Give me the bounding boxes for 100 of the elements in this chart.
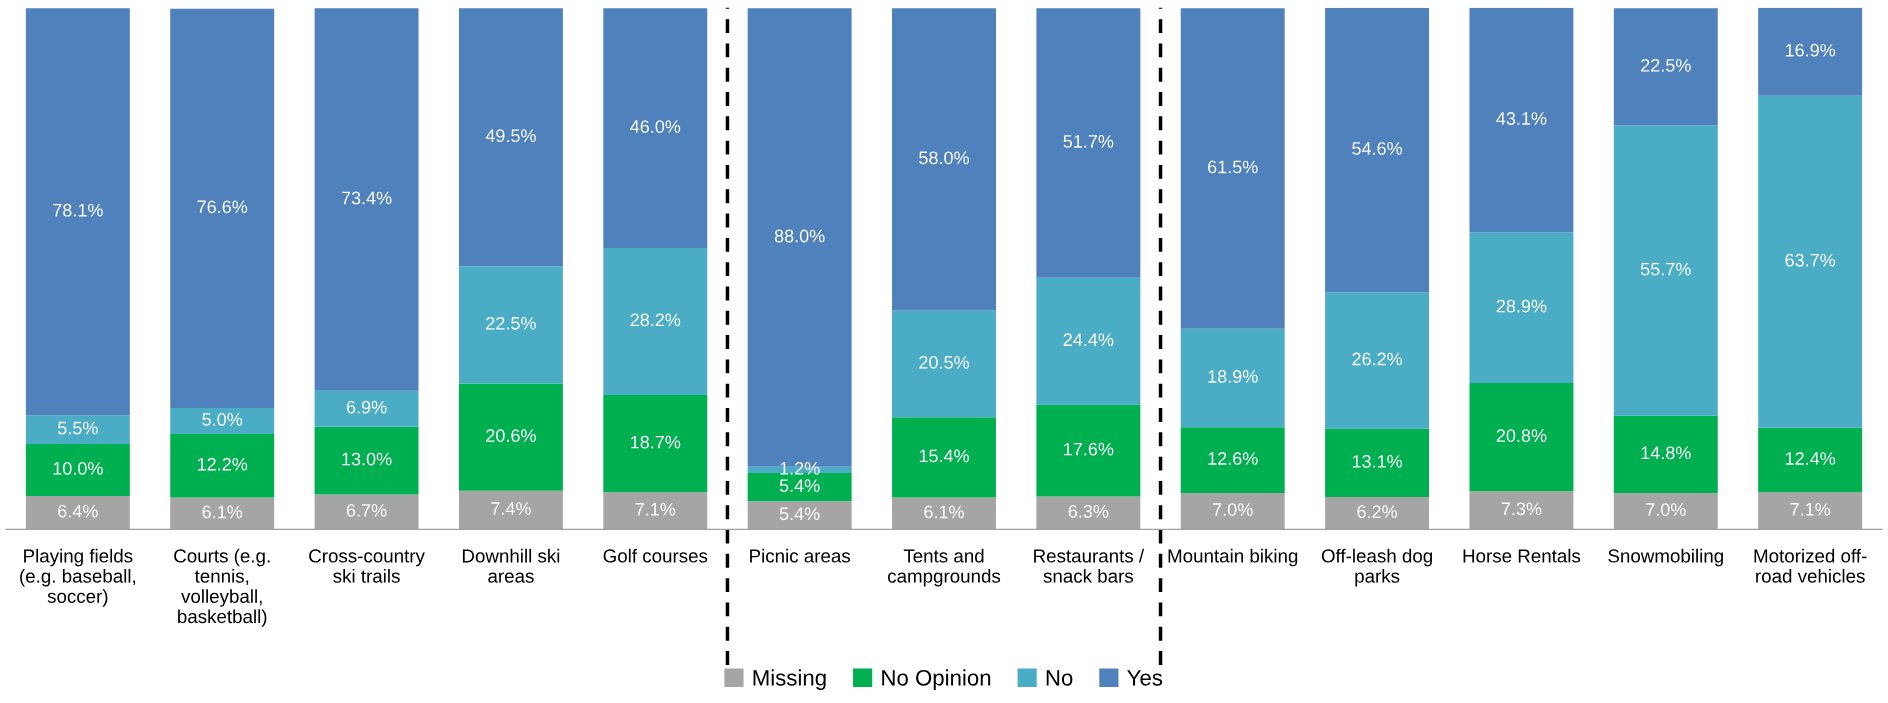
bar	[1180, 427, 1285, 493]
bar	[170, 434, 275, 498]
data-label: 6.4%	[58, 504, 98, 518]
bar	[1325, 7, 1430, 293]
bar	[892, 417, 996, 498]
x-tick-label: Motorized off- road vehicles	[1754, 548, 1867, 583]
data-label: 20.6%	[486, 429, 536, 442]
data-label: 7.4%	[491, 502, 531, 515]
data-label: 10.0%	[53, 462, 103, 475]
bar	[1325, 292, 1430, 429]
data-label: 6.7%	[346, 503, 387, 517]
bar	[1036, 277, 1141, 405]
data-label: 7.0%	[1646, 503, 1686, 516]
data-label: 28.2%	[630, 313, 681, 327]
data-label: 73.4%	[341, 191, 392, 205]
legend-label: No	[1046, 670, 1073, 686]
bar	[170, 8, 275, 408]
data-label: 22.5%	[1641, 58, 1691, 72]
data-label: 5.4%	[779, 479, 820, 492]
x-tick-label: Cross-country ski trails	[309, 549, 425, 583]
bar	[603, 247, 708, 395]
data-label: 13.1%	[1352, 454, 1403, 468]
data-label: 24.4%	[1063, 333, 1114, 347]
x-tick-label: Snowmobiling	[1608, 548, 1723, 567]
bar	[1758, 95, 1863, 428]
data-label: 12.2%	[197, 457, 248, 471]
bar	[1180, 328, 1285, 428]
data-label: 6.1%	[202, 505, 243, 519]
data-label: 18.9%	[1208, 370, 1258, 383]
bar	[1180, 8, 1285, 329]
data-label: 5.4%	[779, 507, 820, 521]
x-tick-label: Playing fields (e.g. baseball, soccer)	[20, 548, 136, 607]
x-tick-label: Tents and campgrounds	[888, 548, 1001, 587]
bar	[170, 407, 275, 434]
bar	[1325, 428, 1430, 498]
bar	[747, 473, 852, 502]
data-label: 14.8%	[1641, 446, 1691, 460]
bar	[1469, 232, 1574, 383]
data-label: 55.7%	[1640, 262, 1691, 276]
x-tick-label: Restaurants / snack bars	[1034, 548, 1145, 583]
data-label: 61.5%	[1208, 160, 1258, 174]
data-label: 6.1%	[924, 505, 964, 519]
bar	[1469, 382, 1574, 492]
data-label: 7.3%	[1501, 502, 1542, 516]
data-label: 6.2%	[1357, 505, 1398, 519]
data-label: 5.5%	[57, 421, 98, 435]
x-tick-label: Mountain biking	[1168, 548, 1298, 567]
data-label: 51.7%	[1063, 135, 1114, 148]
data-label: 26.2%	[1352, 352, 1403, 366]
data-label: 20.8%	[1496, 429, 1547, 442]
data-label: 54.6%	[1352, 142, 1403, 155]
data-label: 7.1%	[1790, 503, 1831, 516]
data-label: 12.6%	[1208, 452, 1258, 465]
bar	[1758, 7, 1863, 96]
bar	[1469, 7, 1574, 233]
data-label: 43.1%	[1496, 112, 1547, 125]
bar	[314, 426, 419, 495]
data-label: 13.0%	[342, 452, 392, 466]
data-label: 12.4%	[1785, 452, 1836, 465]
x-tick-label: Golf courses	[603, 548, 708, 563]
data-label: 88.0%	[774, 229, 825, 243]
data-label: 5.0%	[202, 413, 243, 426]
bar	[458, 8, 563, 267]
bar	[603, 394, 708, 493]
bar	[25, 415, 130, 444]
bar	[25, 8, 130, 416]
data-label: 22.5%	[486, 316, 536, 330]
data-label: 63.7%	[1785, 253, 1836, 267]
bar	[1036, 404, 1141, 497]
data-label: 17.6%	[1064, 442, 1114, 456]
data-label: 46.0%	[630, 120, 681, 133]
x-tick-label: Picnic areas	[750, 548, 851, 563]
bar	[458, 383, 563, 491]
legend-label: No Opinion	[882, 669, 991, 691]
bar	[1613, 415, 1718, 493]
bar	[603, 8, 708, 248]
data-label: 18.7%	[631, 435, 681, 449]
data-label: 16.9%	[1785, 43, 1836, 57]
data-label: 7.1%	[635, 503, 676, 516]
data-label: 49.5%	[485, 129, 536, 143]
legend-label: Missing	[753, 669, 826, 691]
data-label: 78.1%	[53, 203, 103, 217]
data-label: 1.2%	[780, 462, 820, 475]
bar	[892, 8, 996, 311]
data-label: 15.4%	[919, 449, 969, 463]
data-label: 20.5%	[919, 355, 969, 369]
bar	[1613, 125, 1718, 416]
x-tick-label: Off-leash dog parks	[1321, 548, 1432, 587]
data-label: 6.9%	[346, 400, 387, 414]
bar	[314, 390, 419, 427]
legend-label: Yes	[1127, 670, 1163, 686]
data-label: 76.6%	[197, 200, 248, 214]
data-label: 28.9%	[1496, 299, 1547, 313]
bar	[1036, 8, 1141, 278]
data-label: 58.0%	[919, 151, 969, 165]
bar	[892, 310, 996, 418]
x-tick-label: Courts (e.g. tennis, volleyball, basketball)	[174, 548, 270, 627]
data-label: 7.0%	[1213, 503, 1253, 516]
bar	[314, 8, 419, 391]
bar	[1613, 8, 1718, 126]
